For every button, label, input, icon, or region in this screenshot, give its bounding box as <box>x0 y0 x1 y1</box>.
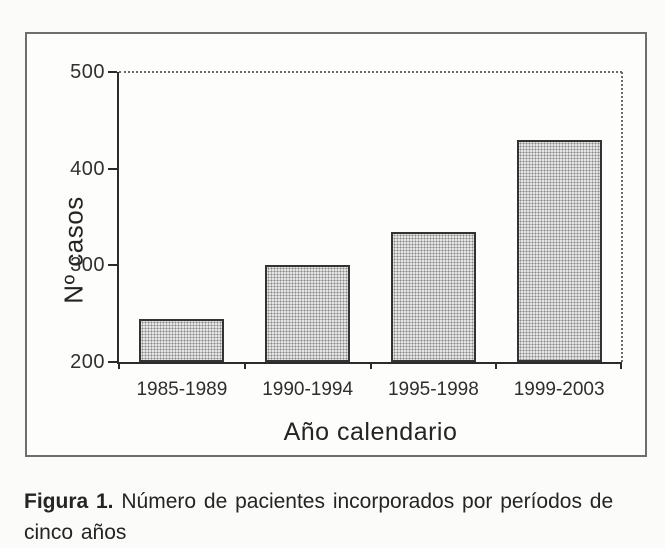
y-tick-mark <box>108 167 117 170</box>
plot-right-dotted-border <box>621 72 623 362</box>
y-tick-label: 400 <box>70 157 105 180</box>
x-category-label: 1995-1998 <box>387 379 479 400</box>
y-axis-title: Nº casos <box>58 196 89 304</box>
caption-text-line1: Número de pacientes incorporados por per… <box>113 490 614 513</box>
caption-figure-number: Figura 1. <box>24 490 114 513</box>
plot-area: Año calendario 200 300 400 500 1985-1989 1990… <box>70 62 623 445</box>
y-tick-mark <box>108 264 117 267</box>
x-tick-mark <box>243 362 246 369</box>
figure-caption: Figura 1. Número de pacientes incorporad… <box>24 486 656 548</box>
y-tick-mark <box>108 361 117 363</box>
bar <box>390 231 476 362</box>
caption-text-line2: cinco años <box>24 521 127 544</box>
x-tick-mark <box>369 362 372 369</box>
bar <box>265 265 351 362</box>
y-tick-label: 200 <box>70 351 105 373</box>
x-category-label: 1990-1994 <box>262 379 354 400</box>
x-category-label: 1999-2003 <box>513 379 605 400</box>
x-tick-mark <box>495 362 498 369</box>
bar <box>139 318 225 362</box>
y-tick-label: 500 <box>70 61 105 83</box>
x-axis-title: Año calendario <box>283 418 458 446</box>
bar <box>516 139 602 362</box>
x-tick-mark <box>118 362 120 369</box>
gridline-500 <box>119 71 622 73</box>
x-tick-mark <box>620 362 622 369</box>
scanned-figure-page: Nº casos Año calendario 200 300 400 500 1985… <box>24 32 647 544</box>
x-category-label: 1985-1989 <box>136 379 228 400</box>
y-tick-mark <box>108 71 117 73</box>
figure-border-box: Nº casos Año calendario 200 300 400 500 1985… <box>25 32 647 457</box>
y-tick-label: 300 <box>70 254 105 277</box>
